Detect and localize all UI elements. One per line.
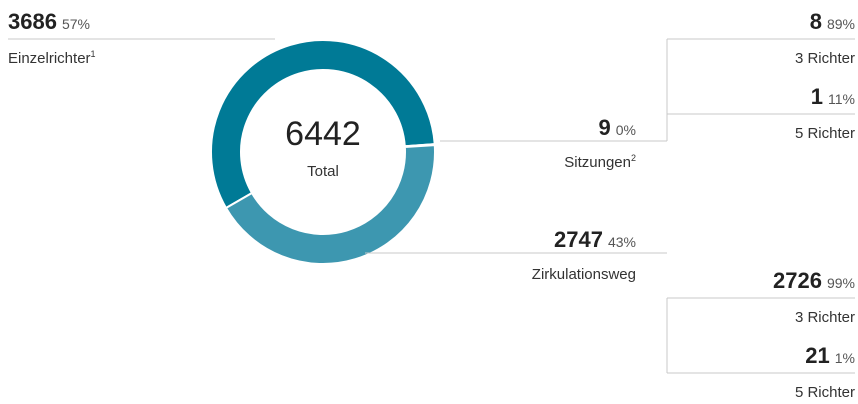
value-number: 3686 <box>8 9 57 34</box>
value-percent: 57% <box>62 16 90 32</box>
category-label: Einzelrichter1 <box>8 49 96 67</box>
value-label: 8 89% <box>810 9 855 34</box>
category-name: 3 Richter <box>795 309 855 326</box>
category-name: 3 Richter <box>795 50 855 67</box>
value-percent: 43% <box>608 234 636 250</box>
value-number: 2747 <box>554 227 603 252</box>
category-label: 3 Richter <box>795 50 855 67</box>
value-number: 2726 <box>773 268 822 293</box>
value-percent: 0% <box>616 122 636 138</box>
category-label: Sitzungen2 <box>564 153 636 171</box>
total-label: Total <box>307 163 339 180</box>
value-label: 3686 57% <box>8 9 90 34</box>
value-number: 21 <box>805 343 829 368</box>
value-number: 9 <box>599 115 611 140</box>
category-name: Einzelrichter <box>8 50 91 67</box>
category-name: Zirkulationsweg <box>532 266 636 283</box>
value-number: 1 <box>811 84 823 109</box>
donut-segment <box>210 39 436 210</box>
category-label: Zirkulationsweg <box>532 266 636 283</box>
category-label: 5 Richter <box>795 125 855 142</box>
value-percent: 89% <box>827 16 855 32</box>
value-percent: 1% <box>835 350 855 366</box>
category-name: 5 Richter <box>795 125 855 142</box>
footnote-mark: 2 <box>631 153 636 163</box>
value-number: 8 <box>810 9 822 34</box>
footnote-mark: 1 <box>91 49 96 59</box>
donut-segment <box>224 144 436 265</box>
donut <box>210 39 436 265</box>
value-label: 1 11% <box>811 84 855 109</box>
value-percent: 99% <box>827 275 855 291</box>
category-name: Sitzungen <box>564 154 631 171</box>
total-value: 6442 <box>285 115 361 153</box>
category-label: 3 Richter <box>795 309 855 326</box>
category-name: 5 Richter <box>795 384 855 401</box>
category-label: 5 Richter <box>795 384 855 401</box>
value-label: 21 1% <box>805 343 855 368</box>
value-percent: 11% <box>828 91 855 107</box>
value-label: 2726 99% <box>773 268 855 293</box>
value-label: 2747 43% <box>554 227 636 252</box>
value-label: 9 0% <box>599 115 636 140</box>
